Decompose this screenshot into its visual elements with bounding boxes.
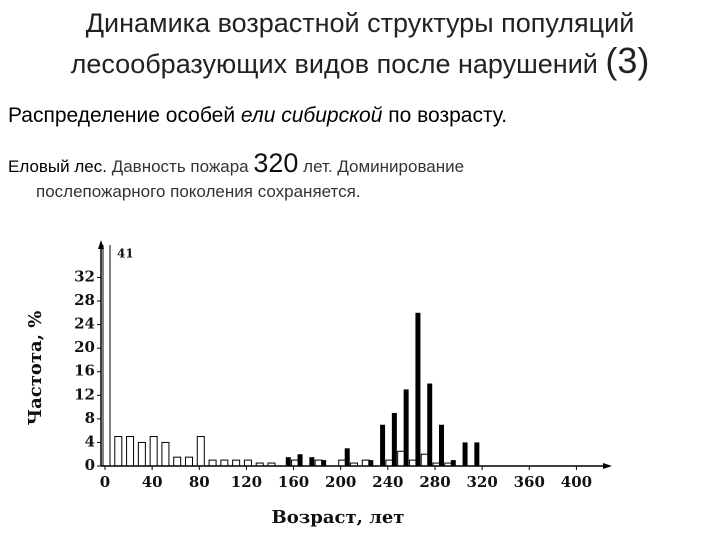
y-tick-label: 8 bbox=[85, 409, 95, 427]
y-tick-label: 0 bbox=[85, 456, 95, 474]
bar bbox=[462, 442, 468, 466]
paragraph: Еловый лес. Давность пожара 320 лет. Дом… bbox=[8, 148, 464, 179]
bar bbox=[232, 459, 241, 467]
bar bbox=[297, 454, 303, 466]
bar bbox=[173, 456, 182, 467]
bar bbox=[126, 436, 135, 467]
y-tick-label: 16 bbox=[74, 362, 95, 380]
y-axis-arrow bbox=[98, 240, 104, 249]
value-label: 41 bbox=[117, 247, 134, 261]
bar bbox=[149, 436, 158, 467]
bar bbox=[338, 459, 347, 467]
bar bbox=[450, 460, 456, 466]
bar bbox=[474, 442, 480, 466]
bar bbox=[185, 456, 193, 467]
y-tick-label: 24 bbox=[74, 315, 95, 333]
x-tick-label: 40 bbox=[142, 473, 163, 491]
bar bbox=[427, 383, 433, 466]
x-axis-arrow bbox=[603, 463, 612, 469]
text-number: 320 bbox=[253, 148, 299, 178]
x-tick-label: 240 bbox=[372, 473, 403, 491]
x-tick-label: 80 bbox=[189, 473, 210, 491]
text: Давность пожара bbox=[111, 157, 249, 176]
bar bbox=[161, 441, 170, 467]
x-tick-label: 400 bbox=[561, 473, 592, 491]
y-tick-label: 20 bbox=[74, 338, 95, 356]
bar bbox=[291, 459, 300, 467]
bar bbox=[397, 450, 406, 467]
title-line: лесообразующих видов после нарушений (3) bbox=[0, 40, 720, 82]
bar bbox=[285, 457, 291, 466]
bar bbox=[314, 459, 323, 467]
bar bbox=[415, 312, 421, 466]
bar bbox=[408, 459, 417, 467]
title-text: лесообразующих видов после нарушений bbox=[70, 49, 598, 79]
title-number: (3) bbox=[605, 40, 650, 81]
x-tick-label: 0 bbox=[100, 473, 110, 491]
bar bbox=[380, 424, 386, 466]
bar bbox=[196, 436, 205, 467]
y-tick-label: 28 bbox=[74, 291, 95, 309]
bar bbox=[403, 389, 409, 466]
bar bbox=[309, 457, 315, 466]
y-axis-label: Частота, % bbox=[25, 311, 46, 426]
bar bbox=[420, 453, 429, 467]
bar bbox=[208, 459, 217, 467]
bar bbox=[114, 436, 123, 467]
x-tick-label: 280 bbox=[419, 473, 450, 491]
bar bbox=[439, 424, 444, 466]
x-tick-label: 360 bbox=[514, 473, 545, 491]
text: Еловый лес. bbox=[8, 157, 107, 176]
bar bbox=[368, 460, 374, 466]
y-tick-label: 12 bbox=[74, 385, 95, 403]
bar bbox=[321, 460, 327, 466]
x-tick-label: 160 bbox=[278, 473, 309, 491]
bar bbox=[385, 459, 394, 467]
paragraph: Распределение особей ели сибирской по во… bbox=[8, 104, 507, 128]
x-tick-label: 320 bbox=[466, 473, 497, 491]
bars bbox=[102, 245, 480, 467]
x-tick-label: 120 bbox=[231, 473, 262, 491]
bar bbox=[344, 448, 350, 466]
x-tick-label: 200 bbox=[325, 473, 356, 491]
title-line: Динамика возрастной структуры популяций bbox=[85, 8, 635, 38]
bar bbox=[102, 245, 111, 467]
text-italic: ели сибирской bbox=[240, 104, 383, 127]
bar bbox=[243, 459, 252, 467]
bar bbox=[391, 412, 397, 466]
bar bbox=[361, 459, 370, 467]
text: Распределение особей bbox=[8, 104, 236, 127]
x-axis-label: Возраст, лет bbox=[272, 507, 405, 528]
bar bbox=[220, 459, 229, 467]
y-tick-label: 4 bbox=[85, 432, 95, 450]
text: по возрасту. bbox=[388, 104, 508, 127]
text: лет. Доминирование bbox=[303, 157, 465, 176]
bar bbox=[137, 441, 146, 467]
y-tick-label: 32 bbox=[74, 267, 95, 285]
paragraph: послепожарного поколения сохраняется. bbox=[36, 182, 361, 201]
